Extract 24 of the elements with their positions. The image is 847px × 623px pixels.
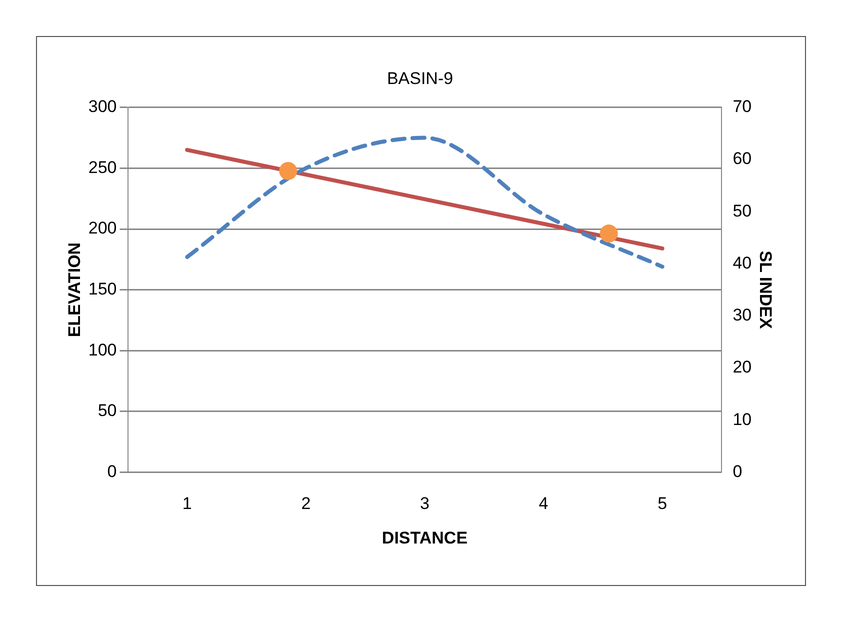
y-tick-label: 100 <box>88 340 117 360</box>
y2-axis-title: SL INDEX <box>756 250 776 330</box>
y2-tick-label: 60 <box>732 149 752 168</box>
y2-tick-label: 0 <box>732 462 742 481</box>
x-tick-label: 4 <box>538 494 548 514</box>
y-axis-title: ELEVATION <box>64 242 84 338</box>
y2-tick-label: 40 <box>732 253 752 272</box>
y2-tick-label: 10 <box>732 410 752 429</box>
y2-tick-label: 70 <box>732 97 752 116</box>
y-tick-label: 250 <box>88 158 117 177</box>
y-tick-label: 300 <box>88 97 117 116</box>
chart-title: BASIN-9 <box>386 68 454 88</box>
y2-tick-label: 20 <box>732 358 752 377</box>
line-series <box>185 136 664 269</box>
x-tick-label: 2 <box>301 494 311 514</box>
y-tick-label: 0 <box>107 462 117 481</box>
y-tick-label: 50 <box>98 401 117 420</box>
x-tick-label: 1 <box>182 494 192 514</box>
y-tick-label: 150 <box>88 279 117 298</box>
y-tick-label: 200 <box>88 218 117 238</box>
x-tick-label: 5 <box>658 494 668 514</box>
x-tick-label: 3 <box>420 494 430 514</box>
y2-tick-label: 30 <box>732 306 752 325</box>
y2-tick-label: 50 <box>732 201 752 220</box>
